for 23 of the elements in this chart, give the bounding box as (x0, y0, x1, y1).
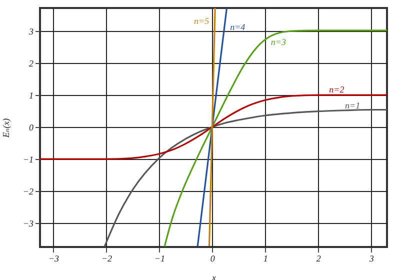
x-tick-label: 0 (210, 254, 216, 264)
x-tick-label: 2 (316, 254, 322, 264)
series-label: n=1 (345, 100, 360, 110)
y-tick-label: −2 (22, 186, 34, 197)
line-series (164, 30, 387, 247)
y-tick-label: 3 (28, 26, 34, 37)
x-tick-label: −2 (101, 254, 113, 264)
y-tick-label: −1 (22, 154, 34, 165)
x-tick-label: −1 (154, 254, 165, 264)
x-tick-label: 1 (263, 254, 268, 264)
y-tick-label: 1 (29, 90, 34, 101)
line-series (104, 108, 387, 247)
y-tick-label: 0 (29, 122, 34, 133)
x-tick-label: 3 (368, 254, 374, 264)
y-axis-title: Eₙ(x) (0, 118, 11, 139)
series-label: n=3 (270, 37, 286, 48)
series-label: n=4 (230, 22, 246, 32)
line-series (40, 94, 387, 160)
y-tick-label: −3 (22, 218, 34, 229)
series-label: n=2 (329, 84, 345, 94)
y-tick-label: 2 (29, 58, 34, 69)
series-label: n=5 (194, 16, 210, 26)
x-tick-label: −3 (48, 254, 60, 264)
